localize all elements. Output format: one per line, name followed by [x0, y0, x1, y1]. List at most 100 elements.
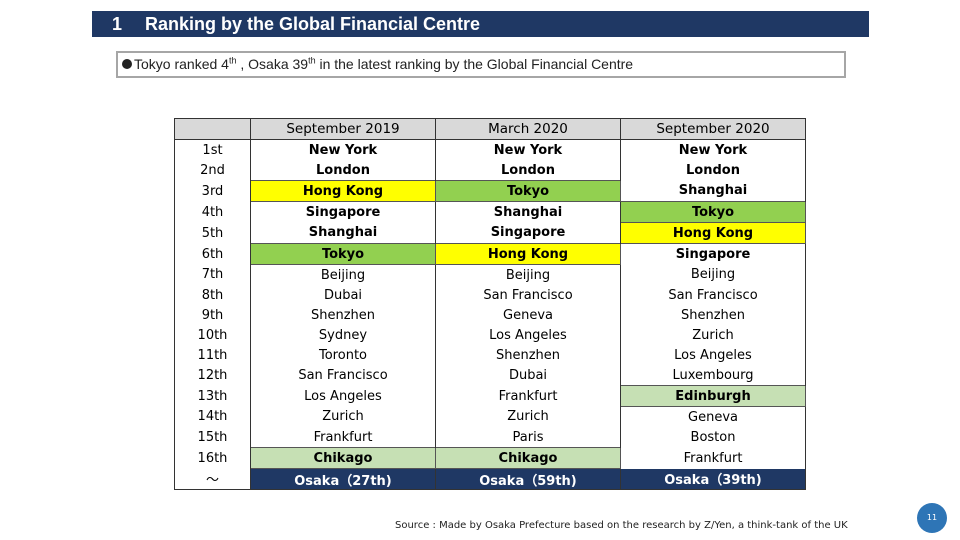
rank-cell: 13th [174, 385, 251, 407]
subtitle-text: in the latest ranking by the Global Fina… [315, 56, 634, 72]
city-cell: New York [250, 139, 436, 160]
city-cell: Shenzhen [250, 305, 436, 325]
city-cell: Osaka（59th) [435, 468, 621, 490]
city-cell: Chikago [435, 447, 621, 469]
city-cell: Chikago [250, 447, 436, 469]
subtitle-text: , Osaka 39 [236, 56, 309, 72]
rank-cell: 1st [174, 139, 251, 160]
city-cell: Shanghai [620, 180, 806, 202]
rank-cell: 14th [174, 406, 251, 427]
city-cell: Los Angeles [250, 385, 436, 407]
column-header: March 2020 [435, 118, 621, 140]
table-row: ～ Osaka（27th) Osaka（59th) Osaka（39th) [174, 468, 806, 490]
page-number: 11 [917, 503, 947, 533]
city-cell: Shanghai [250, 222, 436, 244]
table-row: 3rd Hong Kong Tokyo Shanghai [174, 180, 806, 202]
city-cell: Beijing [250, 264, 436, 285]
city-cell: Zurich [620, 325, 806, 345]
city-cell: Hong Kong [620, 222, 806, 244]
column-header: September 2019 [250, 118, 436, 140]
city-cell: Beijing [620, 264, 806, 285]
rank-cell: 3rd [174, 180, 251, 202]
city-cell: Osaka（39th) [620, 468, 806, 490]
city-cell: Frankfurt [620, 447, 806, 469]
rank-cell: 2nd [174, 160, 251, 181]
rank-cell: 6th [174, 243, 251, 265]
city-cell: San Francisco [620, 285, 806, 305]
table-row: 1st New York New York New York [174, 139, 806, 160]
rank-cell: 4th [174, 201, 251, 223]
rank-cell: 9th [174, 305, 251, 325]
table-row: 15th Frankfurt Paris Boston [174, 427, 806, 448]
city-cell: Hong Kong [435, 243, 621, 265]
city-cell: Toronto [250, 345, 436, 365]
city-cell: Geneva [435, 305, 621, 325]
rank-cell: 11th [174, 345, 251, 365]
city-cell: New York [435, 139, 621, 160]
city-cell: London [250, 160, 436, 181]
city-cell: Tokyo [435, 180, 621, 202]
rank-cell: 10th [174, 325, 251, 345]
title: Ranking by the Global Financial Centre [145, 14, 481, 34]
city-cell: Shenzhen [435, 345, 621, 365]
table-row: 2nd London London London [174, 160, 806, 181]
city-cell: Sydney [250, 325, 436, 345]
header-row: September 2019 March 2020 September 2020 [174, 118, 806, 140]
city-cell: Paris [435, 427, 621, 448]
city-cell: Singapore [435, 222, 621, 244]
table-row: 16th Chikago Chikago Frankfurt [174, 447, 806, 469]
bullet [122, 59, 132, 69]
city-cell: Tokyo [620, 201, 806, 223]
column-header [174, 118, 251, 140]
title-bar: 1 Ranking by the Global Financial Centre [92, 11, 869, 37]
city-cell: Luxembourg [620, 365, 806, 386]
city-cell: Hong Kong [250, 180, 436, 202]
table-row: 14th Zurich Zurich Geneva [174, 406, 806, 427]
city-cell: Edinburgh [620, 385, 806, 407]
table-row: 10th Sydney Los Angeles Zurich [174, 325, 806, 345]
city-cell: Geneva [620, 406, 806, 427]
city-cell: London [435, 160, 621, 181]
city-cell: Los Angeles [620, 345, 806, 365]
table-row: 6th Tokyo Hong Kong Singapore [174, 243, 806, 265]
rank-cell: ～ [174, 468, 251, 490]
column-header: September 2020 [620, 118, 806, 140]
rank-cell: 16th [174, 447, 251, 469]
city-cell: Tokyo [250, 243, 436, 265]
city-cell: London [620, 160, 806, 181]
subtitle-box: Tokyo ranked 4th , Osaka 39th in the lat… [116, 51, 846, 78]
city-cell: Boston [620, 427, 806, 448]
table-row: 7th Beijing Beijing Beijing [174, 264, 806, 285]
city-cell: New York [620, 139, 806, 160]
table-row: 5th Shanghai Singapore Hong Kong [174, 222, 806, 244]
rank-cell: 12th [174, 365, 251, 386]
superscript: th [308, 55, 316, 66]
city-cell: Shanghai [435, 201, 621, 223]
city-cell: Frankfurt [250, 427, 436, 448]
ranking-table: September 2019 March 2020 September 2020 1s… [174, 118, 806, 490]
city-cell: Singapore [250, 201, 436, 223]
city-cell: Beijing [435, 264, 621, 285]
table-row: 11th Toronto Shenzhen Los Angeles [174, 345, 806, 365]
table-row: 13th Los Angeles Frankfurt Edinburgh [174, 385, 806, 407]
city-cell: Zurich [435, 406, 621, 427]
city-cell: Dubai [250, 285, 436, 305]
city-cell: Singapore [620, 243, 806, 265]
city-cell: Shenzhen [620, 305, 806, 325]
section-number: 1 [112, 14, 123, 34]
rank-cell: 15th [174, 427, 251, 448]
table-row: 8th Dubai San Francisco San Francisco [174, 285, 806, 305]
rank-cell: 7th [174, 264, 251, 285]
city-cell: Osaka（27th) [250, 468, 436, 490]
city-cell: Dubai [435, 365, 621, 386]
city-cell: San Francisco [435, 285, 621, 305]
city-cell: Zurich [250, 406, 436, 427]
table-row: 9th Shenzhen Geneva Shenzhen [174, 305, 806, 325]
rank-cell: 5th [174, 222, 251, 244]
subtitle-text: Tokyo ranked 4 [134, 56, 229, 72]
city-cell: Los Angeles [435, 325, 621, 345]
table-row: 4th Singapore Shanghai Tokyo [174, 201, 806, 223]
city-cell: San Francisco [250, 365, 436, 386]
table-row: 12th San Francisco Dubai Luxembourg [174, 365, 806, 386]
